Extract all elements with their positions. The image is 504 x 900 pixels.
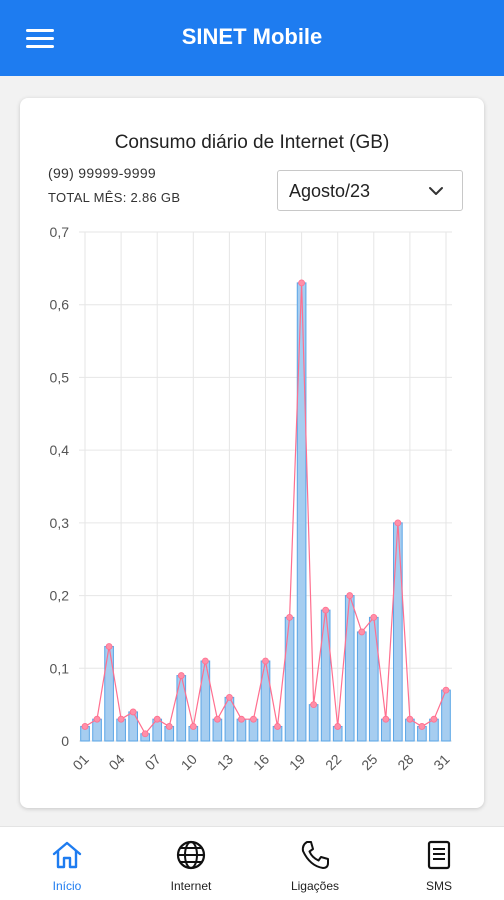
- data-point: [226, 693, 233, 701]
- bar: [356, 631, 367, 742]
- globe-icon: [176, 840, 206, 870]
- data-point: [238, 715, 245, 723]
- month-select[interactable]: Agosto/23: [277, 170, 463, 211]
- y-tick-label: 0,2: [50, 588, 70, 604]
- data-point: [334, 723, 342, 730]
- x-tick-label: 01: [69, 751, 91, 773]
- bar: [284, 616, 295, 742]
- nav-label: Início: [52, 879, 82, 893]
- data-point: [153, 715, 161, 723]
- x-tick-label: 16: [250, 751, 272, 773]
- y-tick-label: 0,5: [50, 369, 70, 385]
- x-tick-label: 28: [394, 751, 416, 773]
- nav-item-inicio[interactable]: Início: [4, 827, 130, 900]
- data-point: [298, 279, 305, 287]
- x-tick-label: 10: [178, 751, 200, 773]
- x-tick-label: 04: [105, 751, 127, 773]
- data-point: [286, 613, 293, 621]
- bar: [344, 595, 355, 742]
- data-point: [141, 730, 149, 738]
- data-point: [93, 715, 101, 723]
- home-icon: [52, 841, 82, 869]
- y-tick-label: 0,3: [50, 515, 70, 531]
- bar: [368, 616, 379, 742]
- app-bar: SINET Mobile: [0, 0, 504, 76]
- data-point: [346, 592, 354, 599]
- bar: [176, 675, 187, 742]
- y-tick-label: 0,1: [50, 660, 70, 676]
- bar: [104, 645, 114, 742]
- consumption-card: Consumo diário de Internet (GB) (99) 999…: [20, 98, 484, 808]
- data-point: [117, 715, 125, 723]
- document-icon: [427, 840, 451, 870]
- nav-item-sms[interactable]: SMS: [376, 827, 502, 900]
- bar: [308, 704, 319, 742]
- data-point: [262, 657, 269, 665]
- bar: [393, 522, 403, 742]
- data-point: [250, 715, 257, 723]
- monthly-total: TOTAL MÊS: 2.86 GB: [48, 190, 181, 205]
- data-point: [322, 606, 330, 614]
- menu-icon[interactable]: [26, 29, 54, 49]
- data-point: [213, 715, 221, 723]
- data-point: [394, 519, 402, 527]
- data-point: [105, 643, 113, 650]
- data-point: [310, 701, 318, 709]
- data-point: [189, 723, 197, 730]
- data-point: [274, 723, 281, 730]
- data-point: [201, 657, 209, 665]
- nav-item-internet[interactable]: Internet: [128, 827, 254, 900]
- data-point: [430, 715, 438, 723]
- data-point: [406, 715, 414, 723]
- app-title: SINET Mobile: [181, 24, 323, 49]
- x-tick-label: 22: [322, 751, 344, 773]
- nav-label: SMS: [425, 879, 452, 893]
- x-tick-label: 25: [358, 751, 380, 773]
- data-point: [129, 708, 137, 716]
- data-point: [382, 715, 390, 723]
- y-tick-label: 0,7: [50, 224, 70, 240]
- phone-icon: [301, 841, 329, 869]
- phone-number: (99) 99999-9999: [48, 165, 157, 181]
- nav-item-ligacoes[interactable]: Ligações: [252, 827, 378, 900]
- data-point: [442, 686, 450, 694]
- y-tick-label: 0,4: [50, 442, 70, 458]
- x-tick-label: 13: [214, 751, 236, 773]
- chart-title: Consumo diário de Internet (GB): [114, 132, 390, 153]
- daily-usage-chart: 0 0,1 0,2 0,3 0,4 0,5 0,6 0,7 01 04 07 10 13 16 19 22 25…: [50, 224, 453, 773]
- nav-label: Internet: [170, 879, 212, 893]
- x-tick-label: 31: [430, 751, 452, 773]
- data-point: [418, 723, 426, 730]
- bottom-nav: Início Internet Ligações SMS: [0, 826, 504, 900]
- month-select-value: Agosto/23: [289, 181, 371, 201]
- data-point: [81, 723, 89, 730]
- data-point: [370, 613, 378, 621]
- data-point: [177, 672, 185, 679]
- nav-label: Ligações: [290, 879, 340, 893]
- chevron-down-icon: [429, 187, 443, 195]
- x-tick-label: 19: [286, 751, 308, 773]
- x-tick-label: 07: [142, 751, 164, 773]
- y-tick-label: 0,6: [50, 297, 70, 313]
- data-point: [165, 723, 173, 730]
- data-point: [358, 628, 366, 636]
- y-tick-label: 0: [61, 733, 69, 749]
